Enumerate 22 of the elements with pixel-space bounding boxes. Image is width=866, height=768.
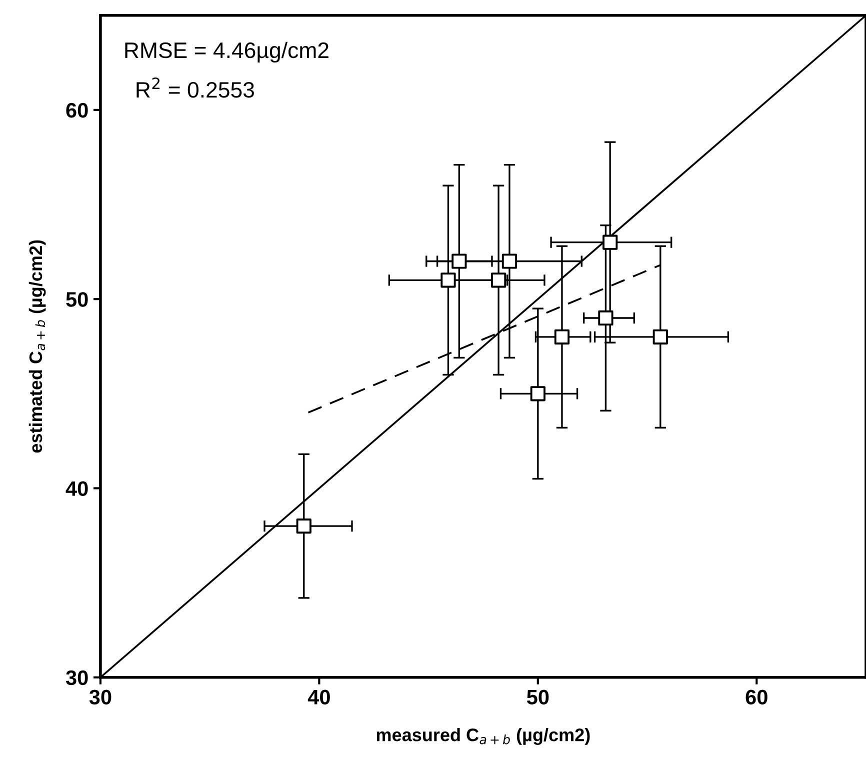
point	[602, 234, 618, 250]
x-tick-label: 30	[89, 690, 112, 705]
point	[598, 310, 614, 326]
point	[554, 329, 570, 344]
y-tick-label: 40	[66, 481, 88, 496]
point	[502, 254, 518, 269]
annotation: R$^{2}$ = 0.2553	[136, 77, 254, 98]
annotation: RMSE = 4.46µg/cm2	[125, 42, 328, 63]
point	[490, 272, 506, 288]
x-tick-label: 50	[526, 690, 549, 704]
y-tick-label: 50	[66, 292, 88, 307]
y-tick-label: 30	[66, 670, 88, 686]
x-axis-title: measured C$_{a+b}$ (µg/cm2)	[376, 728, 590, 745]
x-tick-label: 60	[746, 690, 768, 704]
point	[296, 518, 312, 534]
x-tick-label: 40	[308, 690, 330, 704]
point	[452, 254, 467, 269]
point	[530, 386, 546, 402]
point	[440, 272, 456, 288]
y-tick-label: 60	[66, 102, 88, 118]
point	[652, 329, 668, 344]
y-axis-title: estimated C$_{a+b}$ (µg/cm2)	[28, 240, 46, 453]
